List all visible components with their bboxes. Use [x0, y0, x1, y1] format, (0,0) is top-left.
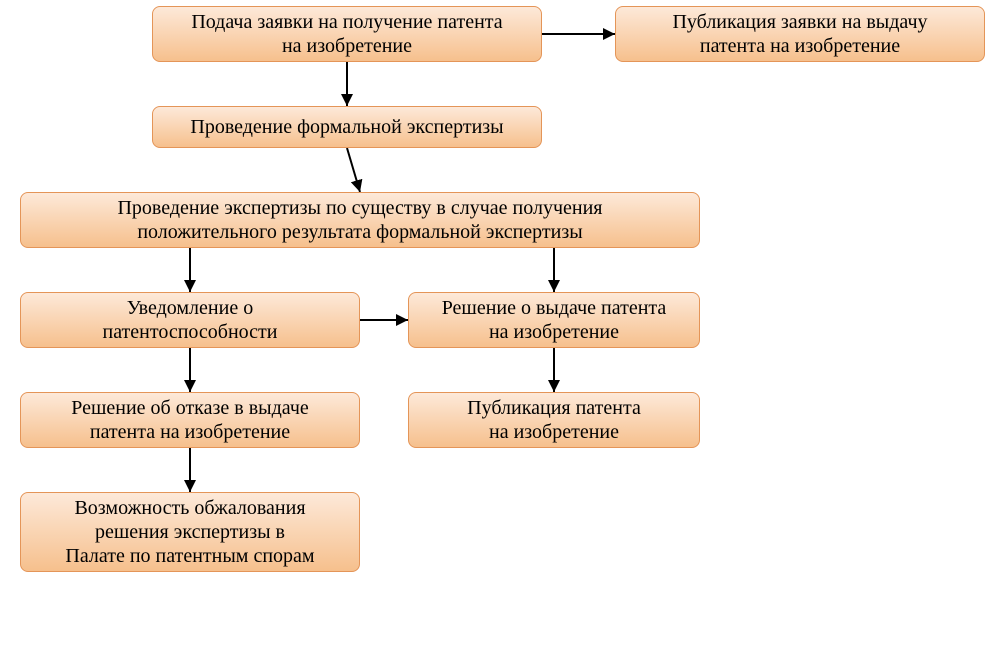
node-label: Решение об отказе в выдаче патента на из… — [71, 396, 309, 444]
node-label: Подача заявки на получение патента на из… — [191, 10, 502, 58]
flowchart-node: Подача заявки на получение патента на из… — [152, 6, 542, 62]
node-label: Возможность обжалования решения эксперти… — [65, 496, 314, 568]
flowchart-node: Решение об отказе в выдаче патента на из… — [20, 392, 360, 448]
flowchart-node: Публикация патента на изобретение — [408, 392, 700, 448]
flowchart-node: Публикация заявки на выдачу патента на и… — [615, 6, 985, 62]
flowchart-node: Проведение экспертизы по существу в случ… — [20, 192, 700, 248]
node-label: Решение о выдаче патента на изобретение — [442, 296, 667, 344]
node-label: Уведомление о патентоспособности — [102, 296, 277, 344]
node-label: Проведение экспертизы по существу в случ… — [117, 196, 602, 244]
flowchart-edge — [347, 148, 360, 192]
flowchart-node: Уведомление о патентоспособности — [20, 292, 360, 348]
flowchart-canvas: Подача заявки на получение патента на из… — [0, 0, 992, 651]
node-label: Проведение формальной экспертизы — [190, 115, 503, 139]
flowchart-node: Решение о выдаче патента на изобретение — [408, 292, 700, 348]
flowchart-node: Проведение формальной экспертизы — [152, 106, 542, 148]
flowchart-node: Возможность обжалования решения эксперти… — [20, 492, 360, 572]
node-label: Публикация заявки на выдачу патента на и… — [672, 10, 927, 58]
node-label: Публикация патента на изобретение — [467, 396, 641, 444]
